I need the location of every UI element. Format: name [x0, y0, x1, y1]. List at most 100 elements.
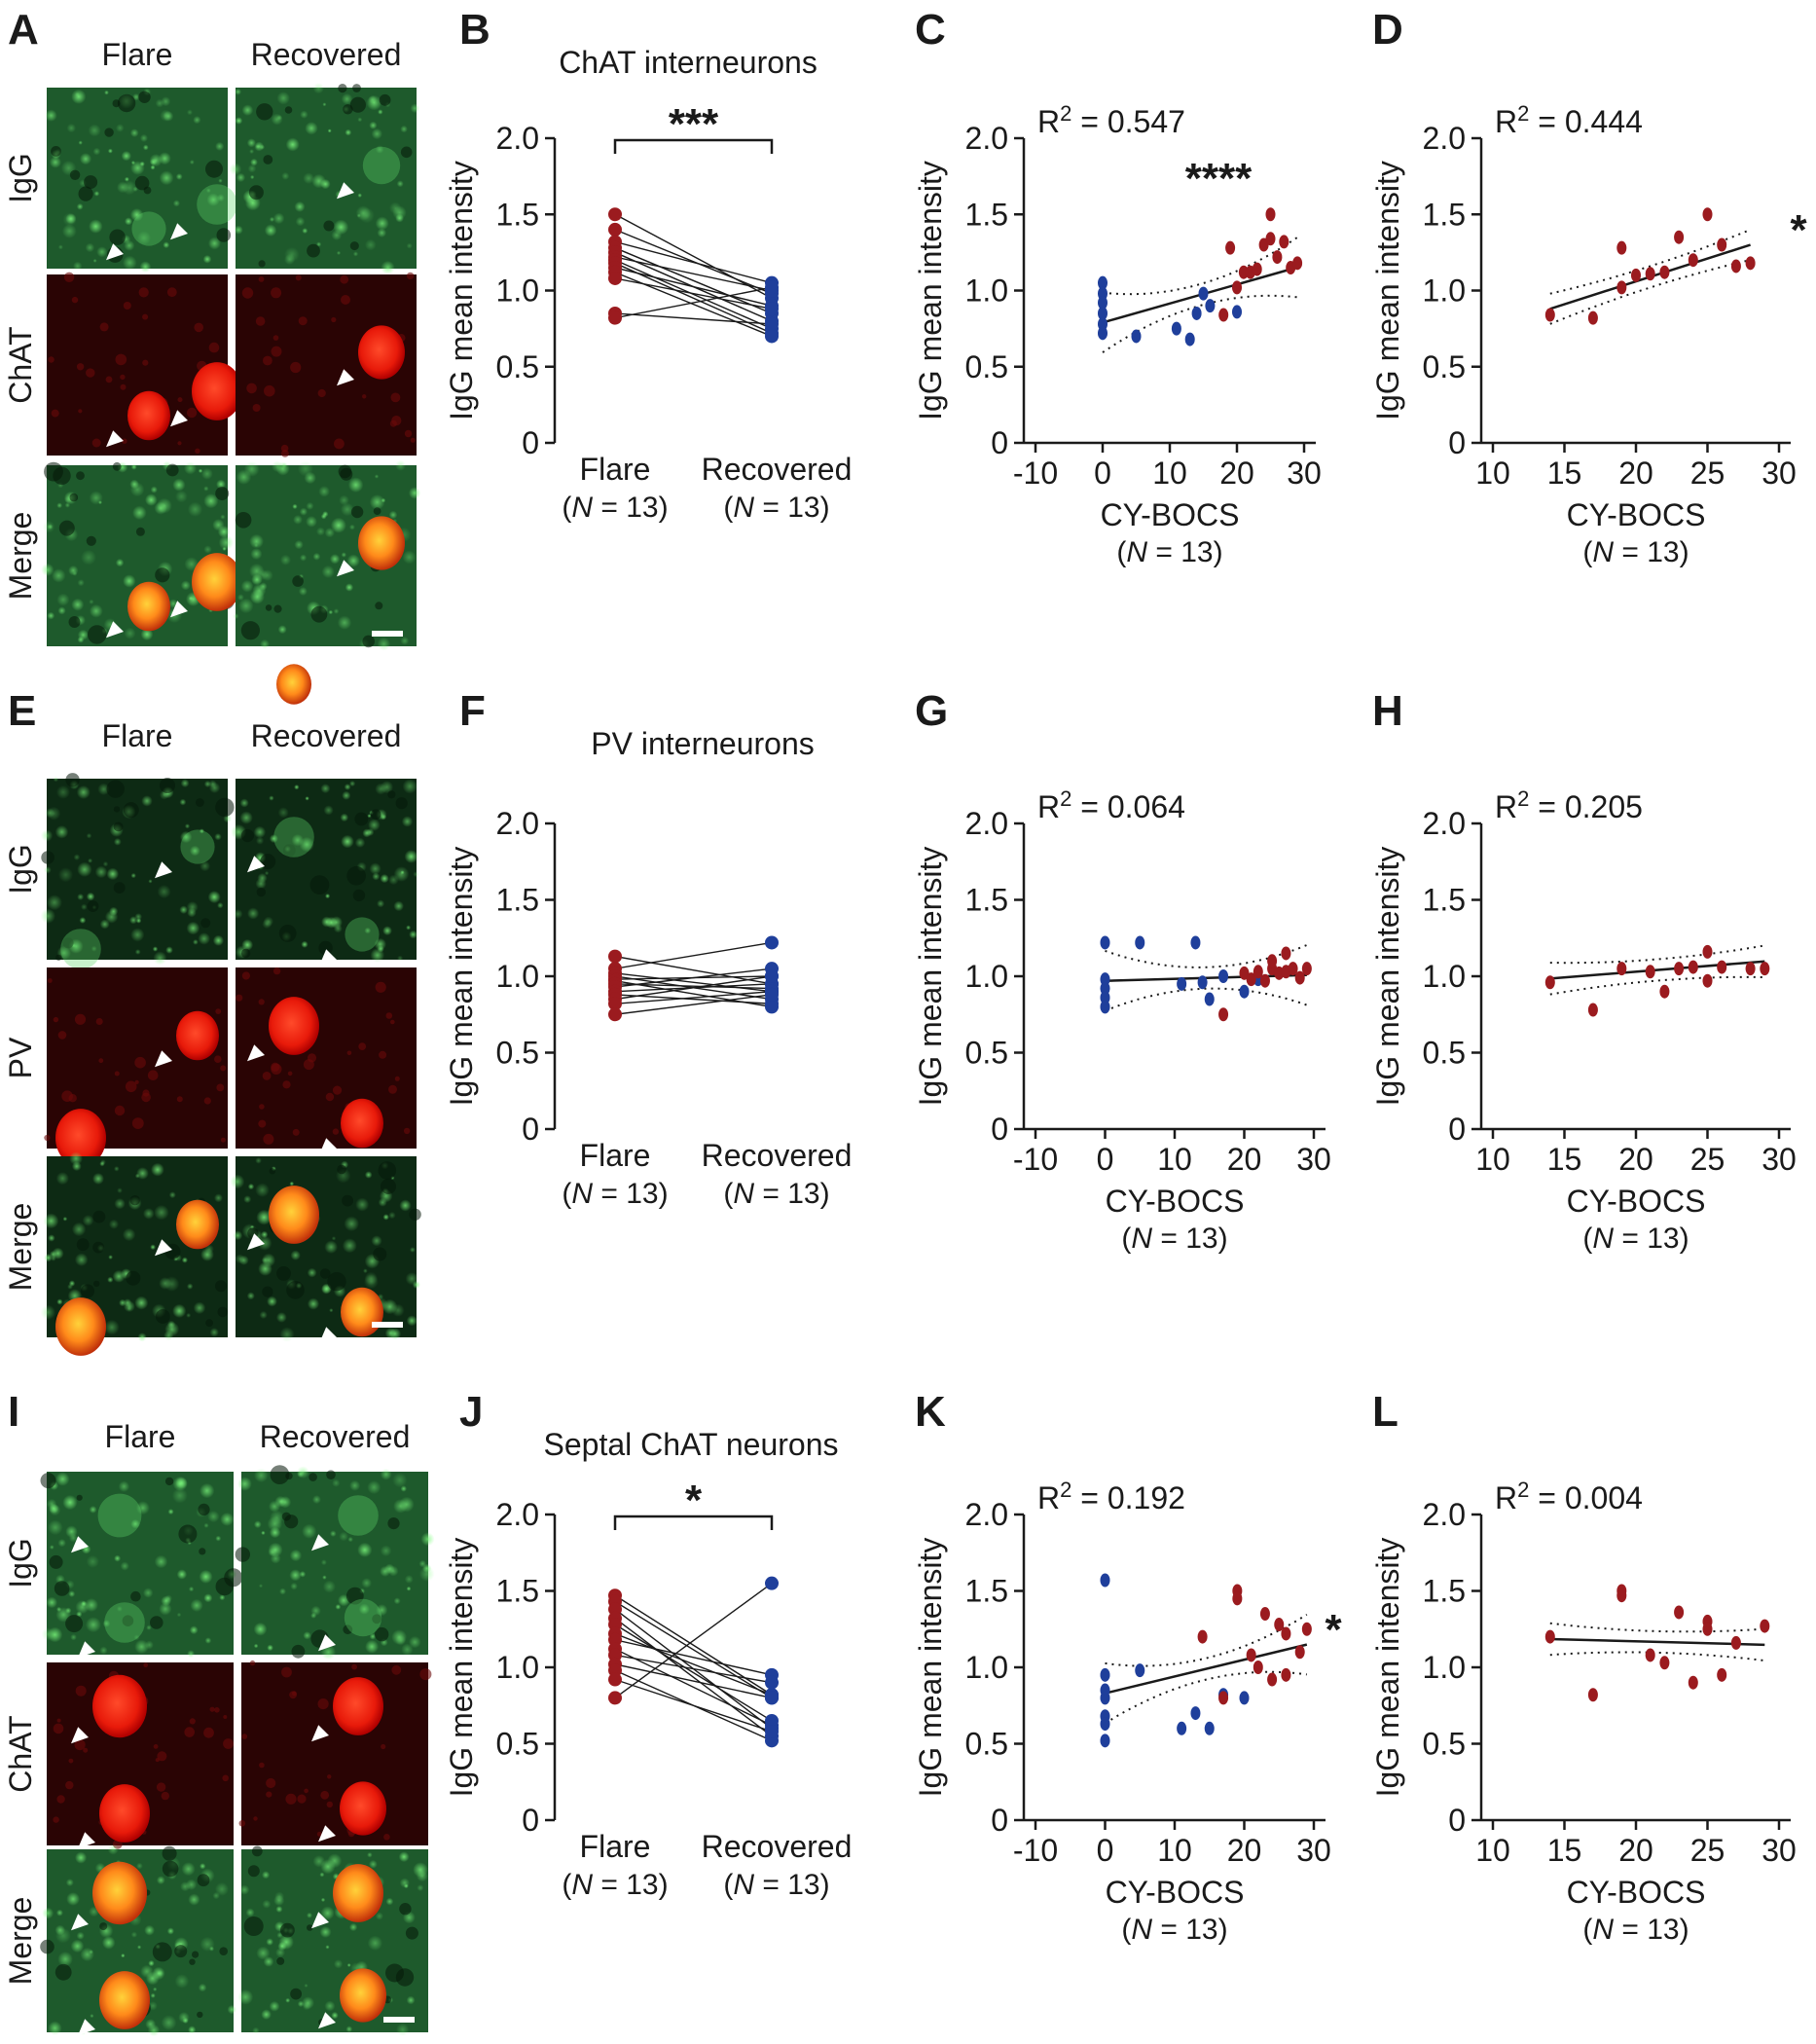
y-tick-label: 0.5	[1423, 1036, 1466, 1071]
igg-speck	[88, 124, 101, 137]
igg-speck	[327, 128, 332, 133]
red-speck	[44, 1134, 51, 1142]
igg-speck	[187, 1650, 196, 1658]
igg-speck	[157, 497, 172, 514]
igg-speck	[108, 1255, 113, 1259]
red-speck	[379, 1050, 387, 1059]
red-speck	[391, 1664, 402, 1675]
igg-speck	[275, 1948, 285, 1957]
dark-spot	[385, 1963, 404, 1983]
igg-speck	[69, 1151, 83, 1166]
igg-speck	[182, 2017, 189, 2025]
igg-speck	[96, 246, 108, 258]
n-label: (N = 13)	[1121, 1223, 1227, 1255]
igg-speck	[369, 1859, 378, 1869]
igg-speck	[151, 1162, 164, 1177]
igg-speck	[335, 1604, 342, 1610]
x-category-label: Recovered	[702, 1829, 853, 1864]
red-speck	[184, 1727, 195, 1737]
y-tick-label: 0	[1448, 425, 1466, 460]
igg-speck	[140, 1964, 154, 1979]
panel-letter: L	[1372, 1388, 1398, 1436]
flare-point	[1688, 960, 1698, 974]
igg-speck	[70, 1939, 85, 1953]
r-squared-symbol: R	[1495, 789, 1517, 824]
n-label-count: = 13)	[1152, 1914, 1228, 1946]
igg-speck	[277, 625, 287, 635]
igg-speck	[299, 507, 308, 516]
igg-speck	[413, 1862, 428, 1878]
y-tick-label: 0	[522, 1803, 539, 1838]
recovered-point	[1100, 1734, 1110, 1748]
dark-spot	[68, 616, 81, 628]
n-label-count: = 13)	[1614, 1223, 1689, 1255]
n-label-count: = 13)	[593, 1869, 669, 1901]
igg-speck	[82, 1215, 94, 1226]
igg-speck	[256, 836, 265, 845]
red-speck	[327, 1774, 332, 1779]
micrograph-background	[241, 1662, 428, 1845]
igg-speck	[74, 1253, 89, 1266]
n-label-symbol: N	[1131, 1223, 1152, 1255]
r-squared-label: R2 = 0.192	[1037, 1478, 1185, 1515]
x-category-label: Recovered	[702, 452, 853, 487]
r-squared-exponent: 2	[1517, 1478, 1529, 1502]
micrograph-panel-a: A Flare Recovered IgG ChAT Merge	[3, 6, 421, 712]
red-speck	[214, 1055, 222, 1063]
dark-spot	[200, 918, 211, 929]
red-speck	[75, 1685, 87, 1697]
igg-speck	[389, 201, 402, 214]
dark-spot	[247, 1865, 260, 1878]
micrograph-background	[236, 967, 417, 1149]
confidence-band-lower	[1102, 294, 1298, 353]
red-speck	[161, 1791, 169, 1801]
igg-speck	[312, 552, 321, 561]
red-speck	[375, 981, 386, 993]
micrograph-igg-recovered	[231, 779, 419, 967]
igg-speck	[238, 1255, 249, 1265]
confidence-band-upper	[1105, 944, 1308, 968]
column-header: Recovered	[260, 1419, 411, 1454]
dark-spot	[106, 780, 125, 798]
dark-spot	[69, 493, 79, 502]
igg-speck	[294, 201, 306, 212]
igg-speck	[49, 1503, 59, 1515]
merged-neuron	[269, 1186, 319, 1244]
igg-speck	[116, 1605, 123, 1612]
igg-speck	[406, 1586, 412, 1591]
dark-spot	[78, 186, 93, 201]
y-tick-label: 0	[1448, 1803, 1466, 1838]
x-tick-label: 30	[1762, 1833, 1797, 1868]
igg-speck	[348, 1922, 358, 1932]
igg-speck	[203, 493, 219, 509]
igg-speck	[66, 1892, 80, 1906]
arrowhead-icon	[106, 243, 124, 261]
igg-speck	[333, 1959, 344, 1969]
paired-line	[614, 994, 773, 1004]
red-speck	[263, 1133, 274, 1145]
igg-speck	[371, 128, 382, 140]
chart-title: ChAT interneurons	[559, 45, 817, 80]
arrowhead-icon	[318, 2012, 336, 2029]
igg-speck	[306, 516, 317, 528]
red-speck	[99, 322, 109, 332]
r-squared-symbol: R	[1037, 1480, 1060, 1515]
igg-speck	[241, 104, 254, 116]
dark-spot	[99, 1922, 108, 1931]
y-tick-label: 2.0	[965, 1497, 1008, 1532]
r-squared-exponent: 2	[1517, 101, 1529, 126]
igg-speck	[187, 501, 203, 517]
flare-point	[1587, 1688, 1598, 1702]
igg-speck	[99, 1161, 105, 1167]
r-squared-label: R2 = 0.205	[1495, 786, 1643, 824]
flare-point	[1239, 966, 1250, 980]
dark-spot	[217, 1306, 229, 1318]
recovered-point	[1177, 976, 1187, 991]
red-speck	[153, 1744, 159, 1749]
igg-speck	[214, 1193, 223, 1203]
confidence-band-lower	[1549, 975, 1765, 996]
igg-cell	[180, 829, 215, 864]
column-header: Flare	[102, 37, 173, 72]
igg-speck	[402, 779, 418, 794]
y-tick-label: 1.0	[1423, 274, 1466, 309]
